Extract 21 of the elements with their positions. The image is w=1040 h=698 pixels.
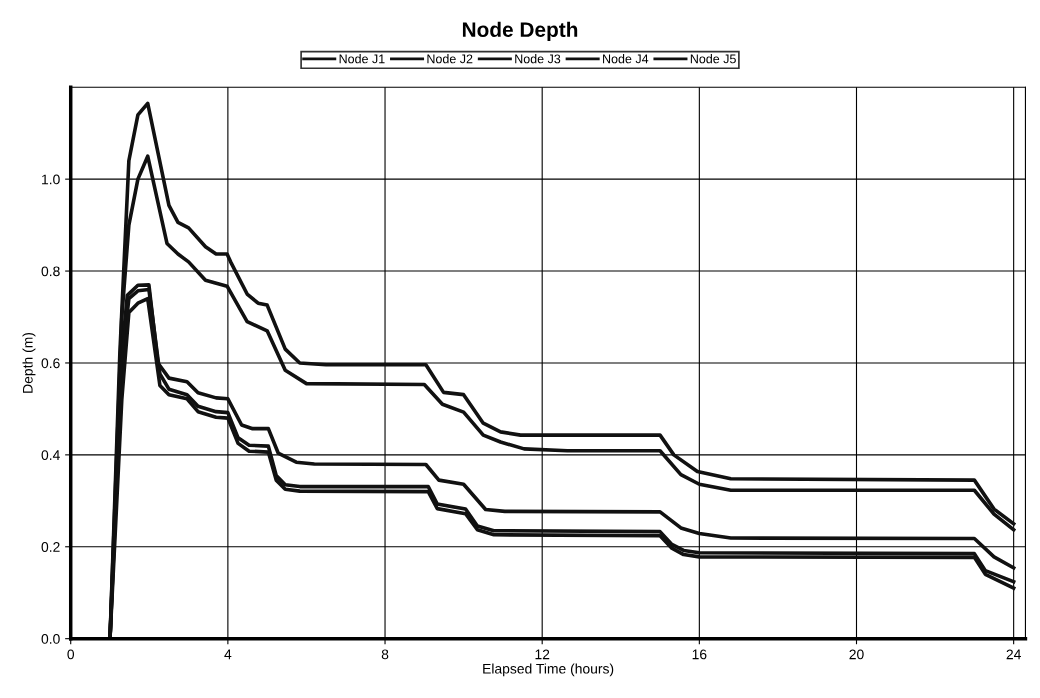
- x-tick-label: 16: [692, 649, 707, 660]
- x-tick-label: 12: [535, 649, 550, 660]
- legend-label: Node J5: [690, 54, 736, 64]
- x-tick-label: 4: [224, 649, 232, 660]
- legend-label: Node J4: [603, 54, 649, 64]
- legend-label: Node J1: [339, 54, 385, 64]
- y-axis-title: Depth (m): [22, 332, 36, 393]
- x-axis-title: Elapsed Time (hours): [483, 663, 614, 677]
- x-tick-label: 20: [849, 649, 864, 660]
- y-tick-label: 0.4: [41, 450, 60, 461]
- legend-label: Node J2: [427, 54, 473, 64]
- y-tick-label: 0.8: [41, 266, 60, 277]
- legend-label: Node J3: [515, 54, 561, 64]
- x-tick-label: 8: [381, 649, 389, 660]
- x-tick-label: 24: [1006, 649, 1021, 660]
- y-tick-label: 0.0: [41, 634, 60, 644]
- chart-title: Node Depth: [462, 21, 578, 42]
- y-tick-label: 0.2: [41, 542, 60, 552]
- x-tick-label: 0: [67, 649, 75, 660]
- y-tick-label: 0.6: [41, 358, 60, 369]
- y-tick-label: 1.0: [42, 174, 60, 185]
